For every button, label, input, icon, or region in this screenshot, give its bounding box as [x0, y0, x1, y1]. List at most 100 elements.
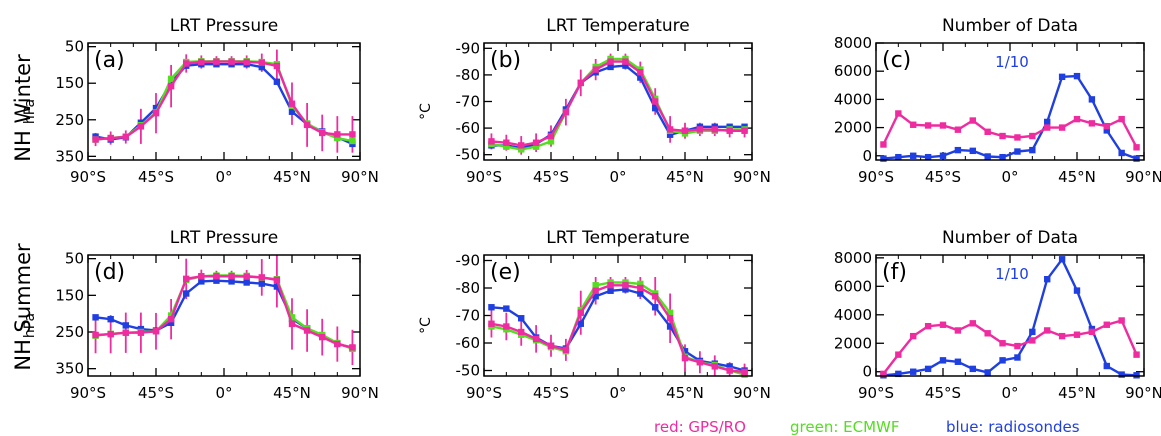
panel-c-point — [924, 122, 932, 129]
panel-d-point — [243, 279, 250, 286]
panel-e-point — [622, 286, 629, 293]
panel-a-point — [288, 108, 296, 115]
panel-f-xtick-label: 90°N — [1125, 384, 1161, 402]
panel-e-point — [652, 293, 659, 300]
panel-a-xtick-label: 0° — [215, 168, 232, 186]
panel-e-point — [547, 342, 555, 349]
panel-e-point — [696, 359, 704, 366]
panel-f-point — [1133, 351, 1140, 358]
panel-c-point — [1103, 122, 1110, 130]
panel-b-frame — [483, 42, 753, 161]
panel-e-point — [726, 363, 733, 370]
panel-f-point — [954, 327, 962, 334]
panel-e-point — [681, 354, 689, 362]
panel-e: LRT Temperature 90°S 45°S 0° 45°N 90°N -50 -60 -… — [418, 228, 771, 402]
panel-a-point — [183, 60, 190, 67]
panel-e-xtick-label: 45°S — [533, 384, 569, 402]
panel-d-point — [273, 283, 281, 290]
panel-a: LRT Pressure 90°S 45°S 0° 45°N 90°N 50 150 250 35… — [22, 16, 379, 186]
panel-b-ytick-label: -80 — [456, 66, 481, 84]
panel-a-ytick-label: 350 — [55, 147, 84, 165]
panel-d-point — [213, 273, 220, 280]
panel-f: Number of Data 90°S 45°S 0° 45°N 90°N 0 2000 400… — [834, 228, 1161, 402]
panel-b-point — [741, 127, 748, 134]
panel-b-point — [518, 146, 525, 153]
panel-c-point — [969, 117, 976, 124]
panel-c-point — [954, 126, 962, 133]
panel-e-ytick-label: -80 — [456, 279, 481, 297]
panel-d: LRT Pressure 90°S 45°S 0° 45°N 90°N 50 150 250 35… — [22, 228, 379, 402]
panel-d-ytick-label: 250 — [55, 323, 84, 341]
panel-a-ylabel: hPa — [22, 99, 38, 124]
panel-d-ytick-label: 150 — [55, 286, 84, 304]
panel-b-point — [652, 98, 659, 105]
panel-f-point — [1058, 332, 1066, 340]
panel-e-point — [666, 323, 674, 330]
panel-e-point — [488, 304, 495, 311]
panel-b-series-line — [491, 60, 745, 147]
panel-c-point — [1029, 132, 1036, 140]
panel-e-point — [726, 367, 733, 374]
panel-b-point — [637, 69, 644, 76]
panel-c-ytick-label: 6000 — [834, 62, 872, 80]
panel-d-point — [243, 273, 250, 280]
panel-e-point — [622, 282, 629, 289]
panel-e-point — [592, 282, 599, 289]
panel-f-ytick-label: 6000 — [834, 277, 872, 295]
panel-a-point — [349, 131, 356, 138]
panel-c-point — [1044, 118, 1051, 126]
panel-f-xtick-label: 90°S — [858, 384, 894, 402]
panel-a-point — [167, 75, 175, 83]
panel-a-ytick-label: 250 — [55, 111, 84, 129]
panel-d-point — [334, 340, 341, 348]
panel-a-point — [319, 129, 326, 137]
panel-e-point — [562, 346, 570, 354]
panel-d-xtick-label: 0° — [215, 384, 232, 402]
panel-b: LRT Temperature 90°S 45°S 0° 45°N 90°N -50 -60 -… — [418, 16, 771, 186]
panel-d-point — [183, 275, 190, 283]
panel-e-frame — [483, 254, 753, 377]
panel-e-point — [518, 328, 525, 336]
panel-c-point — [1014, 134, 1021, 141]
panel-c-point — [895, 110, 902, 117]
panel-c-xtick-label: 90°S — [858, 168, 894, 186]
panel-c-label: (c) — [882, 48, 911, 73]
panel-d-point — [349, 344, 356, 351]
panel-f-ytick-label: 2000 — [834, 334, 872, 352]
panel-d-point — [107, 315, 114, 323]
panel-f-point — [954, 358, 962, 365]
panel-d-ytick-label: 350 — [55, 360, 84, 378]
panel-e-point — [666, 309, 674, 316]
panel-f-point — [1088, 328, 1096, 336]
panel-b-point — [547, 132, 555, 140]
panel-f-point — [984, 369, 991, 376]
panel-d-point — [198, 273, 205, 280]
panel-e-point — [577, 309, 584, 316]
panel-c-point — [939, 122, 947, 129]
panel-b-point — [637, 74, 644, 81]
panel-b-point — [622, 62, 629, 69]
row-label-nh-winter: NH Winter — [11, 54, 35, 162]
panel-b-point — [652, 104, 659, 112]
panel-b-xtick-label: 45°S — [533, 168, 569, 186]
panel-d-point — [198, 278, 205, 285]
panel-a-point — [258, 63, 265, 71]
panel-b-point — [726, 127, 733, 134]
panel-d-point — [137, 329, 145, 336]
panel-a-xtick-label: 45°N — [273, 168, 311, 186]
panel-f-point — [1014, 354, 1021, 361]
panel-b-point — [503, 139, 510, 146]
panel-c-point — [910, 121, 917, 128]
panel-b-point — [518, 142, 525, 149]
panel-f-point — [1044, 276, 1051, 283]
panel-c-point — [1044, 124, 1051, 131]
panel-b-series-line — [491, 64, 745, 150]
panel-b-point — [666, 126, 674, 133]
panel-e-point — [577, 320, 584, 327]
panel-d-frame — [87, 254, 361, 377]
panel-e-point — [592, 293, 599, 300]
panel-d-point — [258, 280, 265, 287]
panel-b-point — [532, 139, 540, 146]
panel-e-point — [681, 348, 689, 355]
panel-b-point — [503, 143, 510, 150]
